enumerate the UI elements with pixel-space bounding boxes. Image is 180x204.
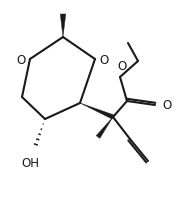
Text: O: O (17, 54, 26, 67)
Text: O: O (117, 60, 127, 73)
Text: OH: OH (21, 156, 39, 169)
Polygon shape (80, 103, 114, 120)
Text: O: O (162, 99, 171, 112)
Polygon shape (96, 118, 113, 139)
Polygon shape (60, 15, 66, 38)
Text: O: O (99, 54, 108, 67)
